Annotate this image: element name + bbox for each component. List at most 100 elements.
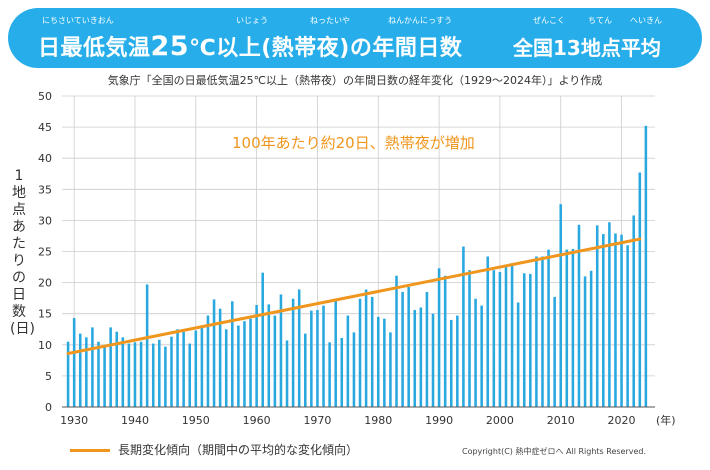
bar-1963 [273,315,277,407]
bar-1969 [310,310,313,407]
bar-1953 [212,299,216,407]
bar-1968 [304,333,307,407]
bar-2020 [620,234,623,407]
bar-1939 [127,343,131,407]
y-tick-label: 40 [38,152,52,165]
x-tick-label: 1970 [303,414,331,427]
bar-1974 [340,337,344,407]
bar-1962 [267,304,271,407]
bar-2003 [516,302,520,407]
bar-1998 [486,256,490,407]
bar-1964 [279,294,283,407]
trend-annotation: 100年あたり約20日、熱帯夜が増加 [232,134,475,152]
bar-1954 [218,308,222,407]
banner-title-part1: 日最低気温 [38,36,151,61]
bar-1983 [395,275,398,407]
bar-2001 [504,264,508,407]
bar-1929 [66,341,70,407]
bar-1949 [188,343,192,407]
x-tick-label: 1930 [60,414,88,427]
bar-1996 [474,298,477,407]
bar-1992 [449,319,453,407]
x-tick-label: 1960 [243,414,271,427]
trend-line [66,237,642,356]
source-caption: 気象庁「全国の日最低気温25℃以上（熱帯夜）の年間日数の経年変化（1929〜20… [107,74,603,87]
bar-1959 [249,318,252,407]
bar-2017 [602,234,605,407]
bar-1933 [91,327,94,407]
bar-1973 [334,298,337,407]
ruby-ijou: いじょう [236,16,268,25]
ruby-nettaiya: ねったいや [310,16,350,25]
y-tick-label: 20 [38,277,52,290]
bar-1940 [133,342,137,407]
bar-1948 [182,331,185,407]
y-tick-label: 50 [38,90,52,103]
x-tick-label: 2010 [547,414,575,427]
bar-1972 [328,342,331,407]
bar-1934 [97,341,100,407]
bar-1966 [291,298,295,407]
bar-2002 [510,263,514,407]
bar-2007 [541,256,544,407]
bar-2012 [571,249,575,407]
y-tick-label: 45 [38,121,52,134]
bar-1984 [401,291,404,407]
y-tick-label: 15 [38,308,52,321]
copyright: Copyright(C) 熱中症ゼロへ All Rights Reserved. [462,447,647,456]
bar-1946 [170,336,173,407]
x-tick-label: 1980 [364,414,392,427]
bar-2024 [644,125,648,407]
x-tick-label: 1990 [425,414,453,427]
bar-2015 [589,270,593,407]
bar-1955 [224,329,228,407]
bar-1957 [237,325,240,407]
bar-1991 [443,275,447,407]
ruby-zenkoku: ぜんこく [533,16,565,25]
bar-1950 [194,330,198,407]
y-tick-label: 25 [38,246,52,259]
ruby-chiten: ちてん [588,16,612,25]
bar-1932 [85,337,88,407]
bar-2016 [595,225,599,407]
ruby-nichisaiteikion: にちさいていきおん [42,16,114,25]
x-unit-label: (年) [656,413,676,427]
bar-1944 [158,339,161,407]
bar-2011 [565,249,569,407]
bar-1961 [261,272,264,407]
legend-label: 長期変化傾向（期間中の平均的な変化傾向） [118,443,359,457]
bar-1988 [425,291,429,407]
bar-2018 [608,222,611,407]
bar-1965 [285,340,289,407]
bar-1941 [139,341,143,407]
bar-1952 [206,315,210,407]
bar-1960 [255,304,258,407]
x-tick-label: 2000 [486,414,514,427]
bar-1935 [103,344,106,407]
bar-1981 [383,318,386,407]
bar-1967 [297,289,301,407]
bar-2004 [522,273,526,407]
bar-1989 [431,313,435,407]
y-tick-label: 10 [38,339,52,352]
bar-2022 [632,215,635,407]
bar-2006 [535,256,538,407]
bar-1990 [437,268,441,407]
x-tick-label: 1950 [182,414,210,427]
bar-1943 [151,343,155,407]
bar-1931 [78,333,82,407]
bar-1945 [164,346,167,407]
bar-1975 [346,315,350,407]
bar-1995 [468,270,471,407]
bar-1994 [462,246,465,407]
bar-1942 [145,284,149,407]
bar-1958 [243,321,246,407]
bar-1970 [316,309,319,407]
bar-1986 [413,309,417,407]
bar-2000 [498,272,502,407]
bar-1993 [456,315,459,407]
bar-1930 [72,318,76,407]
y-tick-label: 30 [38,214,52,227]
bar-1978 [364,289,368,407]
